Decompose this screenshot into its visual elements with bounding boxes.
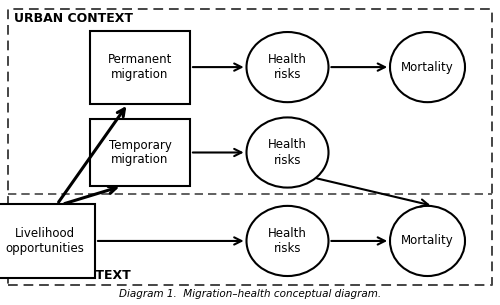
FancyBboxPatch shape — [90, 119, 190, 186]
Text: Permanent
migration: Permanent migration — [108, 53, 172, 81]
FancyBboxPatch shape — [0, 204, 95, 278]
Text: Mortality: Mortality — [401, 235, 454, 247]
Text: Health
risks: Health risks — [268, 138, 307, 167]
Text: Health
risks: Health risks — [268, 227, 307, 255]
Ellipse shape — [390, 206, 465, 276]
Text: Health
risks: Health risks — [268, 53, 307, 81]
Text: RURAL CONTEXT: RURAL CONTEXT — [14, 269, 130, 282]
Ellipse shape — [246, 206, 328, 276]
Text: Temporary
migration: Temporary migration — [108, 138, 172, 167]
Text: URBAN CONTEXT: URBAN CONTEXT — [14, 12, 132, 25]
FancyBboxPatch shape — [90, 30, 190, 104]
Ellipse shape — [246, 32, 328, 102]
Text: Diagram 1.  Migration–health conceptual diagram.: Diagram 1. Migration–health conceptual d… — [119, 289, 381, 299]
Ellipse shape — [246, 117, 328, 188]
Text: Livelihood
opportunities: Livelihood opportunities — [6, 227, 84, 255]
Ellipse shape — [390, 32, 465, 102]
Text: Mortality: Mortality — [401, 61, 454, 74]
